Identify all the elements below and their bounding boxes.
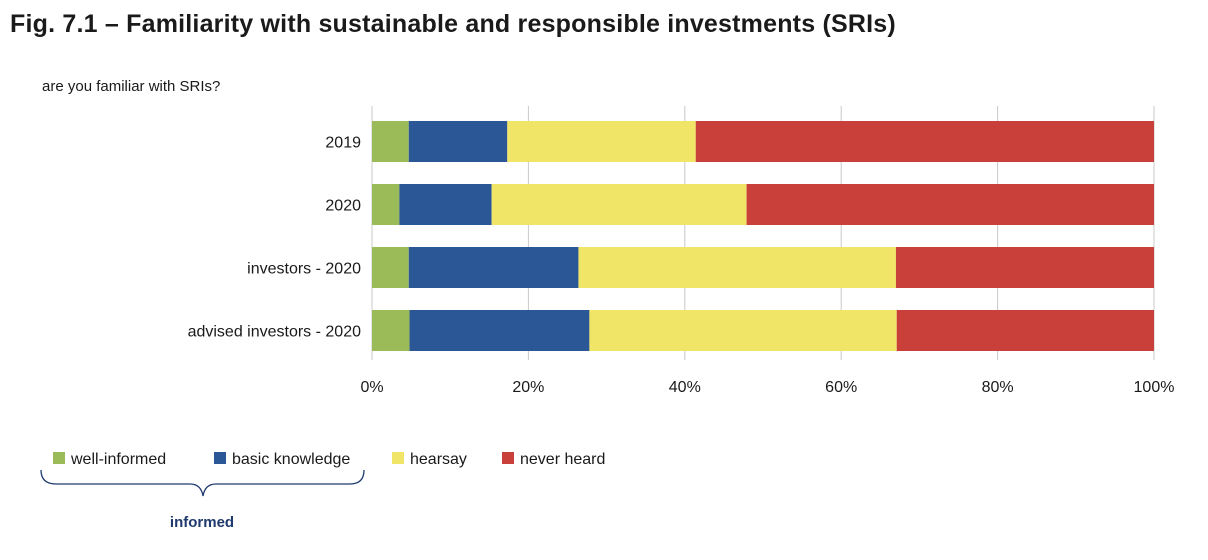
category-label: investors - 2020 xyxy=(247,261,361,278)
legend-label: never heard xyxy=(520,451,605,468)
x-tick-label: 20% xyxy=(512,379,544,396)
chart-subtitle: are you familiar with SRIs? xyxy=(42,78,221,95)
bar-segment xyxy=(409,310,590,351)
bar-segment xyxy=(399,184,492,225)
bar-segment xyxy=(372,310,410,351)
category-label: advised investors - 2020 xyxy=(188,324,362,341)
bar-segment xyxy=(896,310,1154,351)
bar-segment xyxy=(491,184,747,225)
x-tick-label: 40% xyxy=(669,379,701,396)
bar-segment xyxy=(372,121,409,162)
legend-swatch xyxy=(392,452,404,464)
bar-segment xyxy=(408,247,579,288)
x-tick-label: 60% xyxy=(825,379,857,396)
legend-swatch xyxy=(502,452,514,464)
legend-label: hearsay xyxy=(410,451,467,468)
bar-segment xyxy=(372,247,409,288)
legend-label: well-informed xyxy=(70,451,166,468)
x-tick-label: 80% xyxy=(982,379,1014,396)
chart-title: Fig. 7.1 – Familiarity with sustainable … xyxy=(10,10,896,38)
legend-group-label: informed xyxy=(170,514,234,531)
legend-swatch xyxy=(214,452,226,464)
legend-swatch xyxy=(53,452,65,464)
x-tick-label: 100% xyxy=(1134,379,1175,396)
bar-segment xyxy=(408,121,508,162)
x-tick-label: 0% xyxy=(360,379,383,396)
bar-segment xyxy=(695,121,1154,162)
category-label: 2020 xyxy=(325,198,361,215)
legend-label: basic knowledge xyxy=(232,451,350,468)
bar-segment xyxy=(589,310,897,351)
bar-segment xyxy=(746,184,1154,225)
bar-segment xyxy=(507,121,696,162)
bar-segment xyxy=(578,247,896,288)
category-label: 2019 xyxy=(325,135,361,152)
bar-segment xyxy=(895,247,1154,288)
bar-segment xyxy=(372,184,400,225)
legend-brace xyxy=(40,469,365,497)
